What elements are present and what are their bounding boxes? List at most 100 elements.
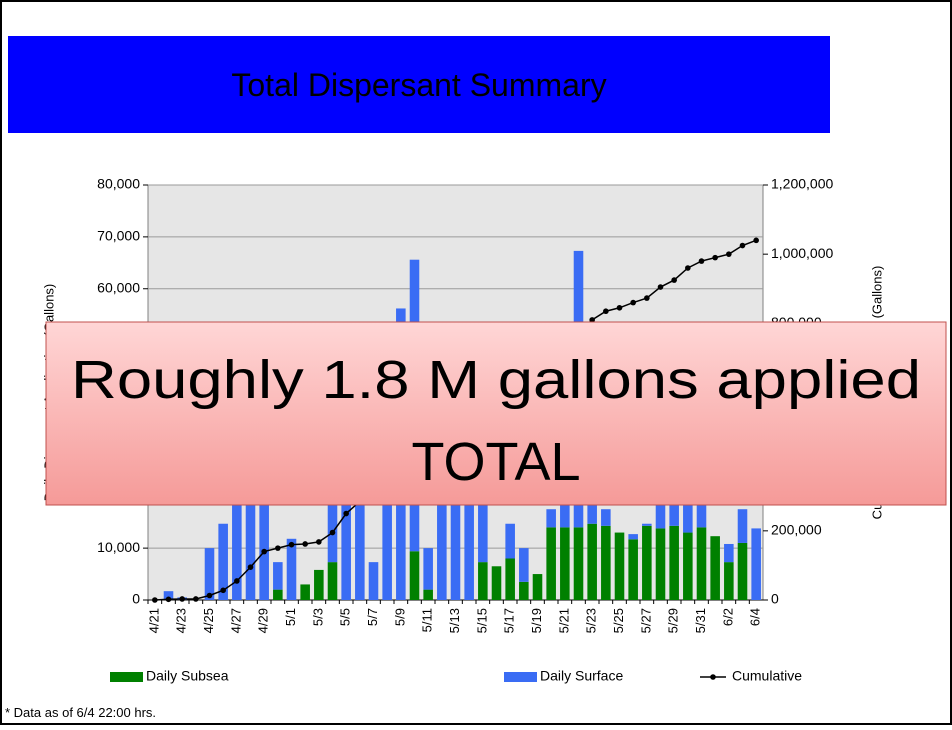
x-tick-label: 5/7 (365, 608, 380, 626)
line-marker (726, 251, 732, 257)
line-marker (179, 596, 185, 602)
bar (505, 558, 515, 600)
bar (546, 527, 556, 600)
y2-tick-label: 200,000 (771, 522, 822, 538)
line-marker (275, 545, 281, 551)
bar (655, 528, 666, 600)
bar (423, 548, 433, 590)
line-marker (261, 548, 267, 555)
bar (587, 523, 597, 600)
bar (628, 539, 638, 600)
legend-label: Daily Surface (540, 668, 623, 684)
line-marker (206, 592, 213, 599)
callout-text: Roughly 1.8 M gallons applied (71, 350, 921, 410)
x-tick-label: 5/15 (474, 608, 489, 633)
bar (642, 525, 652, 600)
bar (423, 589, 433, 600)
legend-label: Daily Subsea (146, 668, 229, 684)
x-tick-label: 5/27 (638, 608, 653, 633)
line-marker (316, 539, 322, 545)
bar (546, 509, 556, 528)
bar (724, 543, 734, 563)
bar (751, 528, 761, 600)
bar (382, 418, 392, 600)
line-marker (739, 242, 746, 249)
bar (273, 562, 283, 590)
bar (232, 459, 242, 600)
x-tick-label: 4/23 (174, 608, 189, 633)
bar (737, 509, 748, 543)
x-tick-label: 5/13 (447, 608, 462, 633)
line-marker (288, 541, 295, 548)
x-tick-label: 5/5 (338, 608, 353, 626)
slide-title: Total Dispersant Summary (231, 67, 606, 103)
bar (601, 525, 611, 600)
x-tick-label: 4/25 (201, 608, 216, 633)
y2-tick-label: 1,000,000 (771, 245, 833, 261)
bar (341, 418, 351, 600)
x-tick-label: 6/2 (720, 608, 735, 626)
legend-swatch (110, 672, 143, 682)
bar (628, 534, 638, 540)
line-marker (193, 596, 199, 602)
legend-label: Cumulative (732, 668, 802, 684)
bar (204, 548, 215, 600)
line-marker (685, 265, 691, 271)
bar (560, 527, 570, 600)
x-tick-label: 5/3 (310, 608, 325, 626)
line-marker (753, 237, 759, 244)
bar (437, 444, 447, 600)
x-tick-label: 5/31 (693, 608, 708, 633)
line-marker (671, 277, 677, 283)
line-marker (603, 308, 609, 315)
bar (300, 584, 310, 600)
bar (368, 562, 379, 600)
footnote: * Data as of 6/4 22:00 hrs. (5, 705, 156, 720)
line-marker (220, 587, 226, 594)
y-tick-label: 80,000 (97, 176, 140, 192)
bar (519, 548, 529, 582)
line-marker (630, 299, 636, 306)
y-tick-label: 0 (132, 591, 140, 607)
callout-text: TOTAL (411, 432, 580, 492)
bar (450, 444, 461, 600)
line-marker (616, 304, 623, 311)
x-tick-label: 4/21 (146, 608, 161, 633)
title-bar (8, 36, 830, 133)
line-marker (712, 254, 718, 261)
line-marker (302, 541, 308, 547)
legend-swatch (504, 672, 537, 682)
x-tick-label: 5/9 (392, 608, 407, 626)
line-marker (698, 258, 705, 264)
bar (601, 509, 611, 526)
bar (409, 551, 420, 600)
y2-tick-label: 0 (771, 591, 779, 607)
bar (163, 591, 174, 600)
bar (642, 523, 652, 526)
bar (355, 444, 365, 600)
line-marker (329, 529, 336, 536)
callout-box (45, 321, 947, 506)
line-marker (152, 597, 158, 603)
x-tick-label: 4/27 (228, 608, 243, 633)
line-marker (644, 295, 650, 301)
bar (614, 532, 625, 600)
bar (532, 574, 543, 600)
bar (478, 562, 488, 600)
bar (710, 536, 720, 600)
x-tick-label: 5/1 (283, 608, 298, 626)
line-marker (589, 317, 595, 323)
x-tick-label: 5/25 (611, 608, 626, 633)
x-tick-label: 5/23 (584, 608, 599, 633)
x-tick-label: 5/21 (556, 608, 571, 633)
line-marker (343, 510, 349, 517)
bar (218, 523, 228, 600)
x-tick-label: 5/19 (529, 608, 544, 633)
bar (669, 525, 679, 600)
bar (573, 527, 584, 600)
y-tick-label: 60,000 (97, 279, 140, 295)
x-tick-label: 4/29 (256, 608, 271, 633)
legend-marker (710, 674, 716, 680)
bar (683, 532, 693, 600)
